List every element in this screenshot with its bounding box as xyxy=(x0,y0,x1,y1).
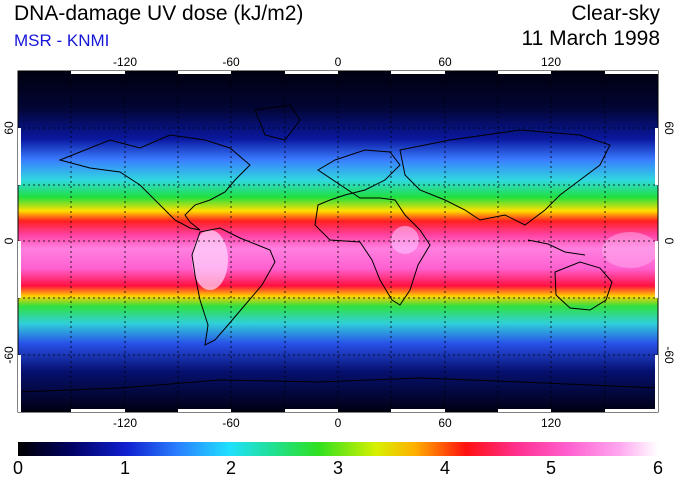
lon-tick-bottom: 0 xyxy=(335,416,342,430)
lon-ticks-top: -120 -60 0 60 120 xyxy=(113,55,561,69)
lon-tick-bottom: -120 xyxy=(113,416,137,430)
colorbar-label: 5 xyxy=(545,458,557,478)
colorbar-label: 4 xyxy=(439,458,451,478)
lon-tick-top: 60 xyxy=(438,55,452,69)
colorbar-label: 6 xyxy=(652,458,664,478)
chart-title: DNA-damage UV dose (kJ/m2) xyxy=(14,2,304,25)
south-america-coast xyxy=(191,227,276,346)
lat-tick-left: 0 xyxy=(2,237,16,244)
colorbar-label: 2 xyxy=(225,458,237,478)
lat-tick-right: 0 xyxy=(662,238,676,245)
lon-tick-top: -120 xyxy=(113,55,137,69)
colorbar-label: 0 xyxy=(12,458,24,478)
europe-africa-coast xyxy=(314,149,431,306)
colorbar-label: 1 xyxy=(119,458,131,478)
data-source-label: MSR - KNMI xyxy=(14,31,110,50)
indonesia-coast xyxy=(527,239,586,256)
graticule xyxy=(18,71,658,412)
lon-tick-bottom: 60 xyxy=(438,416,452,430)
colorbar xyxy=(18,442,658,456)
lon-tick-top: 120 xyxy=(541,55,561,69)
lat-ticks-left: 60 0 -60 xyxy=(2,121,16,364)
lon-tick-bottom: 120 xyxy=(541,416,561,430)
lon-ticks-bottom: -120 -60 0 60 120 xyxy=(113,416,561,430)
frame-ticks xyxy=(18,71,658,412)
south-america-high-dose xyxy=(192,230,228,290)
lon-tick-bottom: -60 xyxy=(222,416,240,430)
lat-tick-right: -60 xyxy=(662,346,676,364)
lon-tick-top: -60 xyxy=(222,55,240,69)
lon-tick-top: 0 xyxy=(335,55,342,69)
lat-ticks-right: 60 0 -60 xyxy=(662,121,676,364)
date-label: 11 March 1998 xyxy=(521,27,660,50)
lat-tick-left: -60 xyxy=(2,346,16,364)
sky-mode-label: Clear-sky xyxy=(571,2,660,25)
africa-high-dose xyxy=(391,226,419,254)
antarctica-coast xyxy=(18,377,658,393)
north-america-coast xyxy=(58,134,251,231)
lat-tick-right: 60 xyxy=(662,121,676,135)
greenland-coast xyxy=(254,104,301,141)
coastlines xyxy=(18,104,658,393)
pacific-high-dose xyxy=(602,232,658,268)
lat-tick-left: 60 xyxy=(2,121,16,135)
australia-coast xyxy=(554,261,613,311)
colorbar-label: 3 xyxy=(332,458,344,478)
asia-coast xyxy=(399,129,611,226)
